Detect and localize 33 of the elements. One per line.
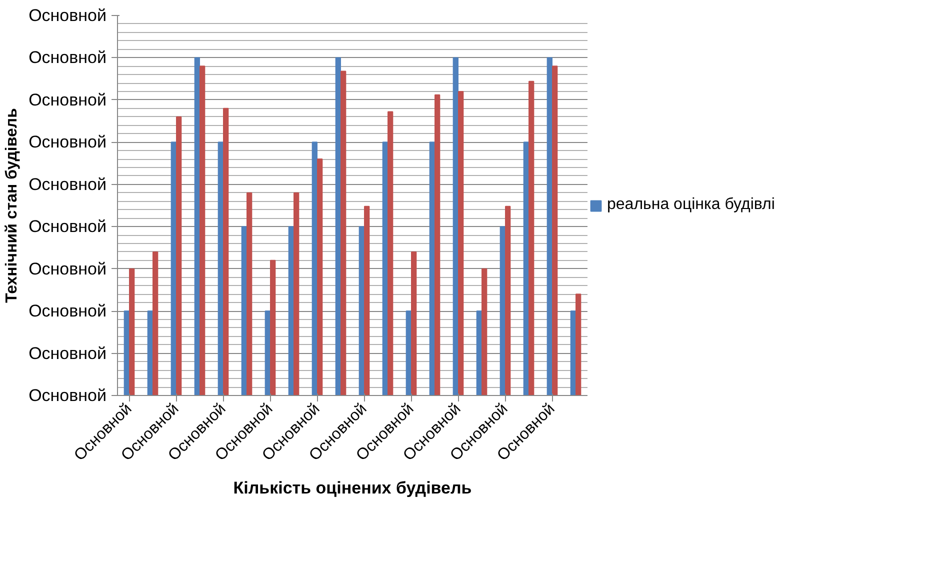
- bar: [576, 294, 582, 396]
- bar: [223, 108, 229, 396]
- bar: [482, 268, 488, 396]
- text: Основной: [28, 174, 106, 194]
- bar: [411, 251, 417, 396]
- text: Основной: [28, 6, 106, 25]
- text: Основной: [28, 217, 106, 236]
- text: Основной: [28, 132, 106, 152]
- text: Основной: [28, 259, 106, 278]
- bar: [388, 111, 394, 396]
- bar: [434, 94, 440, 396]
- bar: [528, 80, 534, 396]
- text: Основной: [28, 90, 106, 110]
- bar: [176, 116, 182, 396]
- text: Основной: [28, 302, 106, 321]
- bar: [364, 206, 370, 396]
- bar: [505, 206, 511, 396]
- bar: [294, 192, 300, 396]
- bar: [129, 268, 135, 396]
- y-axis-title: Технічний стан будівель: [4, 108, 21, 303]
- bar: [317, 158, 323, 396]
- bar: [246, 192, 252, 396]
- legend-label: реальна оцінка будівлі: [607, 196, 775, 214]
- bar: [270, 260, 276, 396]
- text: Основной: [28, 344, 106, 363]
- x-axis-title: Кількість оцінених будівель: [233, 478, 472, 498]
- bar: [200, 66, 206, 396]
- text: Основной: [28, 386, 106, 405]
- bar: [340, 70, 346, 396]
- text: Основной: [28, 48, 106, 68]
- bar: [552, 66, 558, 396]
- bar: [152, 251, 158, 396]
- bar: [458, 91, 464, 396]
